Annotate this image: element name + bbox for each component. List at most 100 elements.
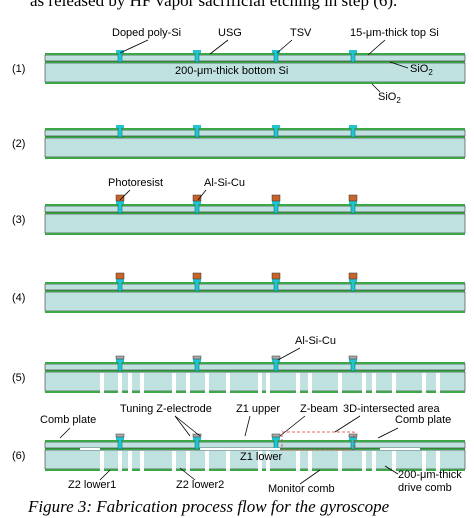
- top-si: [44, 363, 466, 371]
- trench: [392, 451, 396, 471]
- label: Al-Si-Cu: [204, 177, 245, 189]
- al: [115, 355, 125, 360]
- step-label: (6): [12, 450, 25, 462]
- poly: [272, 201, 280, 204]
- poly: [272, 437, 280, 440]
- trench: [392, 373, 396, 393]
- label: Z-beam: [300, 403, 338, 415]
- bottom-si: [44, 137, 466, 158]
- poly: [193, 125, 201, 128]
- label: TSV: [290, 27, 312, 39]
- al: [115, 433, 125, 438]
- trench: [422, 373, 426, 393]
- label: SiO2: [410, 63, 433, 77]
- label: Comb plate: [40, 414, 96, 426]
- oxide: [45, 290, 465, 292]
- al: [348, 433, 358, 438]
- poly: [116, 279, 124, 282]
- label: SiO2: [378, 91, 401, 105]
- label: Doped poly-Si: [112, 27, 181, 39]
- label: Z1 upper: [236, 403, 280, 415]
- oxide: [45, 370, 465, 372]
- label: Z2 lower1: [68, 479, 116, 491]
- label: Z2 lower2: [176, 479, 224, 491]
- label: drive comb: [398, 482, 452, 494]
- trench: [372, 451, 376, 471]
- photoresist: [348, 272, 358, 280]
- label: 200-μm-thick: [398, 469, 462, 481]
- poly: [116, 437, 124, 440]
- poly: [349, 359, 357, 362]
- poly: [272, 125, 280, 128]
- top-si: [44, 441, 466, 449]
- trench: [266, 451, 270, 471]
- al: [348, 355, 358, 360]
- trench: [308, 451, 312, 471]
- oxide: [45, 61, 465, 63]
- oxide: [45, 311, 465, 313]
- poly: [349, 279, 357, 282]
- trench: [296, 451, 300, 471]
- trench: [128, 373, 132, 393]
- trench: [362, 451, 366, 471]
- label: Monitor comb: [268, 483, 335, 495]
- al: [271, 433, 281, 438]
- photoresist: [192, 272, 202, 280]
- label: 15-μm-thick top Si: [350, 27, 439, 39]
- bottom-si: [44, 213, 466, 234]
- poly: [193, 201, 201, 204]
- label: 200-μm-thick bottom Si: [175, 65, 288, 77]
- label: USG: [218, 27, 242, 39]
- poly: [272, 50, 280, 53]
- oxide: [45, 391, 465, 393]
- trench: [186, 451, 190, 471]
- poly: [116, 201, 124, 204]
- label: Al-Si-Cu: [295, 335, 336, 347]
- step-label: (4): [12, 292, 25, 304]
- usg: [45, 53, 465, 55]
- label: Z1 lower: [240, 451, 283, 463]
- poly: [272, 279, 280, 282]
- trench: [422, 451, 426, 471]
- step-label: (2): [12, 138, 25, 150]
- trench: [118, 373, 122, 393]
- poly: [349, 125, 357, 128]
- release-gap: [200, 448, 280, 450]
- top-si: [44, 129, 466, 137]
- label: Comb plate: [395, 414, 451, 426]
- header-text: as released by HF vapor sacrificial etch…: [30, 0, 397, 10]
- usg: [45, 362, 465, 364]
- trench: [186, 373, 190, 393]
- top-si: [44, 283, 466, 291]
- bottom-si: [44, 291, 466, 312]
- usg: [45, 128, 465, 130]
- trench: [118, 451, 122, 471]
- photoresist: [271, 194, 281, 202]
- oxide: [45, 82, 465, 84]
- usg: [45, 282, 465, 284]
- trench: [140, 373, 144, 393]
- trench: [362, 373, 366, 393]
- poly: [116, 50, 124, 53]
- usg: [45, 204, 465, 206]
- step-label: (5): [12, 372, 25, 384]
- photoresist: [192, 194, 202, 202]
- step-label: (1): [12, 63, 25, 75]
- trench: [338, 373, 342, 393]
- label: 3D-intersected area: [343, 403, 440, 415]
- poly: [116, 359, 124, 362]
- poly: [349, 437, 357, 440]
- bottom-si: [44, 371, 466, 392]
- poly: [272, 359, 280, 362]
- release-gap: [380, 448, 420, 450]
- top-si: [44, 205, 466, 213]
- label: Tuning Z-electrode: [120, 403, 212, 415]
- al: [192, 355, 202, 360]
- trench: [372, 373, 376, 393]
- al: [271, 355, 281, 360]
- oxide: [45, 212, 465, 214]
- top-si: [44, 54, 466, 62]
- usg: [45, 440, 465, 442]
- trench: [258, 451, 262, 471]
- trench: [266, 373, 270, 393]
